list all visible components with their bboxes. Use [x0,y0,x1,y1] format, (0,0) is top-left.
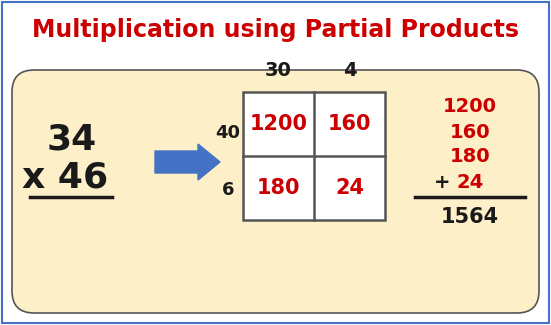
Text: 30: 30 [265,60,292,80]
FancyBboxPatch shape [12,70,539,313]
Text: 1200: 1200 [250,114,307,134]
Text: 24: 24 [335,178,364,198]
Text: Multiplication using Partial Products: Multiplication using Partial Products [31,18,518,42]
Text: +: + [434,173,450,191]
Text: 180: 180 [257,178,300,198]
Text: 4: 4 [343,60,356,80]
Text: 1200: 1200 [443,98,497,116]
Text: 160: 160 [328,114,371,134]
FancyArrow shape [155,144,220,180]
Text: x 46: x 46 [22,160,108,194]
Text: 1564: 1564 [441,207,499,227]
Text: 40: 40 [215,124,240,142]
Text: 180: 180 [450,148,490,166]
Text: 160: 160 [450,123,490,141]
Bar [243,92,385,220]
Text: 6: 6 [222,181,234,199]
Text: 24: 24 [456,173,484,191]
Text: 34: 34 [47,123,97,157]
